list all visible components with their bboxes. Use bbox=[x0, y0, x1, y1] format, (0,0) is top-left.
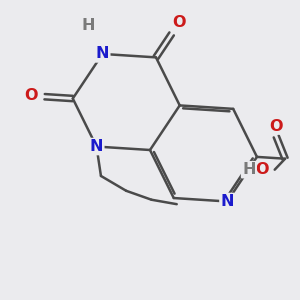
Text: O: O bbox=[256, 162, 269, 177]
Text: O: O bbox=[25, 88, 38, 103]
Text: H: H bbox=[82, 19, 95, 34]
Text: N: N bbox=[96, 46, 109, 62]
Text: O: O bbox=[172, 15, 186, 30]
Text: N: N bbox=[220, 194, 234, 209]
Text: N: N bbox=[90, 139, 103, 154]
Text: O: O bbox=[269, 118, 283, 134]
Text: H: H bbox=[242, 162, 256, 177]
